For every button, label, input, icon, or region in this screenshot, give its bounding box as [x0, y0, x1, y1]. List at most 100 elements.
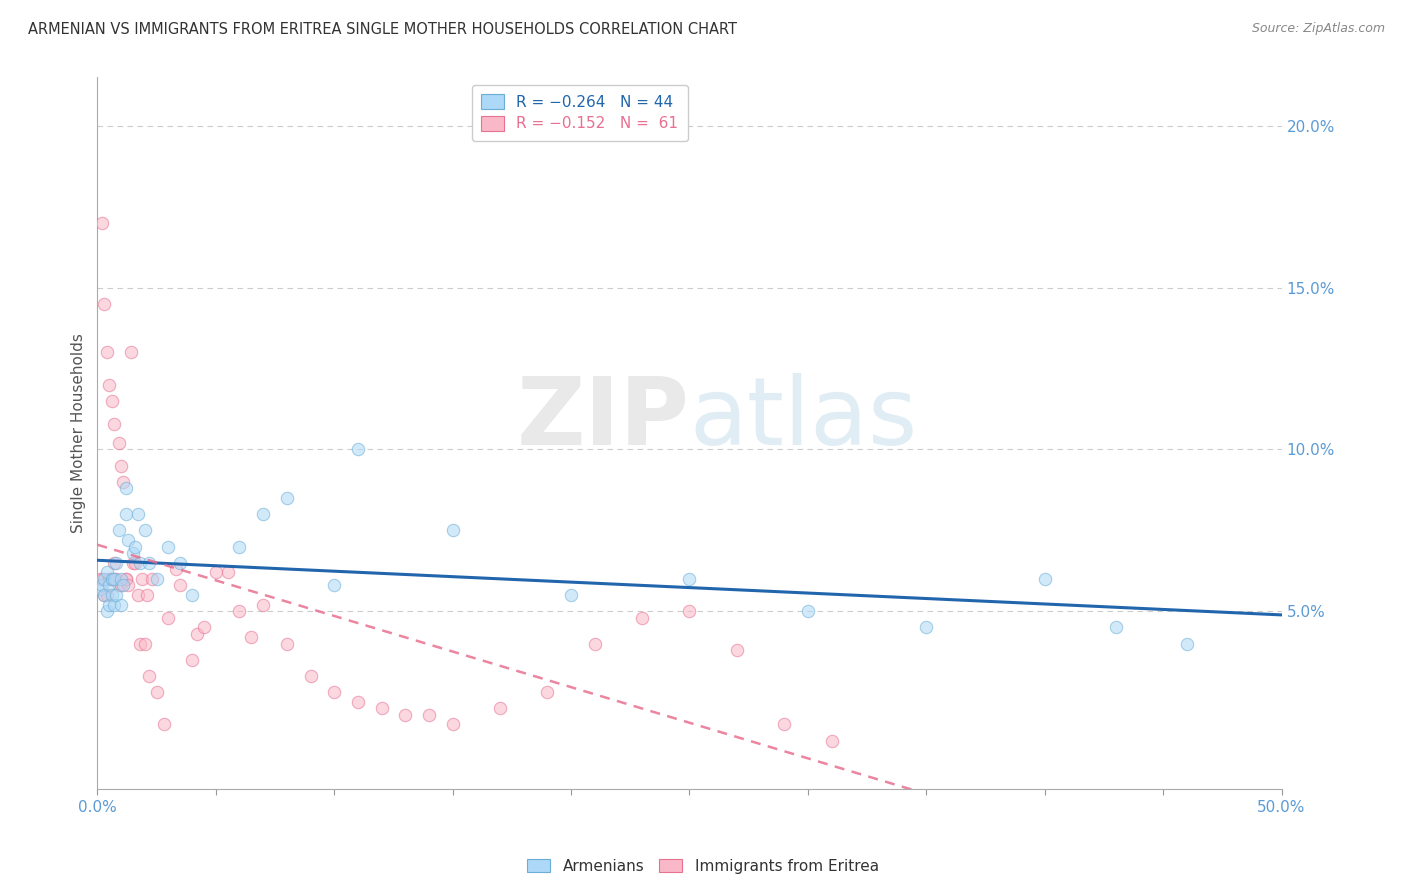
Point [131, 572, 153, 586]
Point [103, 598, 125, 612]
Point [107, 578, 129, 592]
Point [129, 636, 152, 650]
Point [418, 707, 440, 722]
Point [100, 588, 122, 602]
Point [1105, 620, 1128, 634]
Point [228, 540, 250, 554]
Point [181, 653, 204, 667]
Text: ZIP: ZIP [516, 373, 689, 465]
Point [138, 556, 160, 570]
Point [98, 598, 121, 612]
Point [114, 572, 136, 586]
Point [138, 669, 160, 683]
Point [240, 630, 263, 644]
Point [100, 572, 122, 586]
Point [441, 717, 464, 731]
Point [122, 556, 145, 570]
Point [157, 540, 180, 554]
Point [370, 701, 392, 715]
Point [91, 578, 114, 592]
Point [165, 562, 187, 576]
Point [103, 417, 125, 431]
Text: Source: ZipAtlas.com: Source: ZipAtlas.com [1251, 22, 1385, 36]
Point [96, 604, 118, 618]
Point [91, 216, 114, 230]
Point [347, 442, 370, 457]
Point [100, 393, 122, 408]
Point [193, 620, 215, 634]
Point [299, 669, 322, 683]
Point [489, 701, 512, 715]
Point [129, 556, 152, 570]
Y-axis label: Single Mother Households: Single Mother Households [72, 334, 86, 533]
Point [91, 572, 114, 586]
Point [89, 572, 111, 586]
Point [100, 572, 122, 586]
Point [252, 507, 274, 521]
Point [105, 572, 128, 586]
Point [145, 685, 167, 699]
Point [820, 733, 842, 747]
Point [96, 588, 118, 602]
Point [103, 556, 125, 570]
Point [114, 572, 136, 586]
Point [110, 578, 132, 592]
Point [169, 578, 191, 592]
Point [114, 507, 136, 521]
Point [96, 345, 118, 359]
Point [105, 556, 128, 570]
Point [134, 636, 156, 650]
Point [252, 598, 274, 612]
Point [536, 685, 558, 699]
Point [1033, 572, 1056, 586]
Point [98, 572, 121, 586]
Point [1175, 636, 1198, 650]
Point [181, 588, 204, 602]
Point [145, 572, 167, 586]
Point [915, 620, 938, 634]
Point [98, 578, 121, 592]
Point [103, 572, 125, 586]
Point [107, 524, 129, 538]
Point [725, 643, 748, 657]
Point [112, 578, 135, 592]
Point [323, 685, 346, 699]
Point [89, 582, 111, 596]
Point [347, 695, 370, 709]
Point [134, 524, 156, 538]
Point [678, 604, 700, 618]
Point [124, 540, 146, 554]
Point [127, 588, 149, 602]
Point [136, 588, 159, 602]
Point [93, 588, 115, 602]
Point [114, 481, 136, 495]
Point [98, 377, 121, 392]
Point [157, 610, 180, 624]
Point [276, 491, 298, 505]
Point [124, 556, 146, 570]
Point [323, 578, 346, 592]
Point [678, 572, 700, 586]
Point [112, 475, 135, 489]
Point [107, 436, 129, 450]
Point [583, 636, 606, 650]
Point [105, 588, 128, 602]
Point [441, 524, 464, 538]
Point [186, 627, 208, 641]
Point [110, 598, 132, 612]
Text: atlas: atlas [689, 373, 918, 465]
Point [127, 507, 149, 521]
Point [152, 717, 174, 731]
Point [110, 458, 132, 473]
Legend: Armenians, Immigrants from Eritrea: Armenians, Immigrants from Eritrea [522, 853, 884, 880]
Point [797, 604, 820, 618]
Point [110, 572, 132, 586]
Point [117, 533, 139, 547]
Point [93, 297, 115, 311]
Point [117, 578, 139, 592]
Point [169, 556, 191, 570]
Point [93, 572, 115, 586]
Point [141, 572, 163, 586]
Point [93, 588, 115, 602]
Legend: R = −0.264   N = 44, R = −0.152   N =  61: R = −0.264 N = 44, R = −0.152 N = 61 [472, 85, 688, 141]
